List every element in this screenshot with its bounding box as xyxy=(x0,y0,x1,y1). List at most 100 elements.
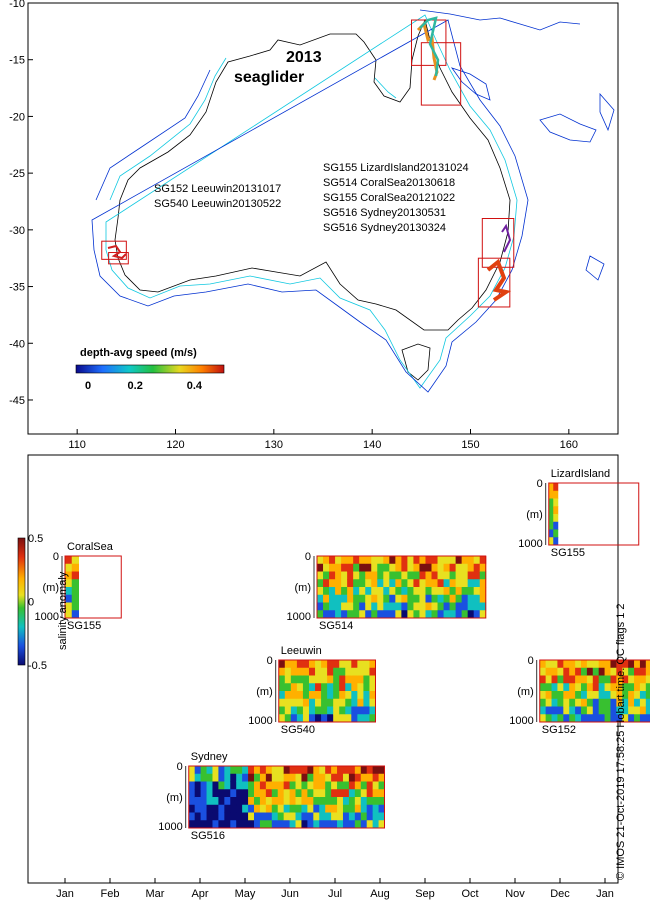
salinity-cell xyxy=(295,804,302,813)
salinity-cell xyxy=(248,781,255,790)
salinity-cell xyxy=(539,698,547,707)
salinity-cell xyxy=(315,660,322,669)
salinity-cell xyxy=(473,602,481,611)
salinity-cell xyxy=(335,571,342,580)
salinity-cell xyxy=(461,571,469,580)
salinity-cell xyxy=(242,797,249,806)
panel-glider-label: SG540 xyxy=(281,724,315,736)
salinity-cell xyxy=(360,781,368,790)
salinity-cell xyxy=(372,789,380,798)
salinity-cell xyxy=(265,797,273,806)
salinity-cell xyxy=(371,587,378,596)
salinity-cell xyxy=(319,804,326,813)
salinity-cell xyxy=(65,602,73,611)
salinity-cell xyxy=(354,766,362,775)
salinity-cell xyxy=(634,683,641,692)
salinity-cell xyxy=(604,667,611,676)
salinity-cell xyxy=(236,804,243,813)
salinity-cell xyxy=(610,667,617,676)
depth-tick-label: 1000 xyxy=(509,715,533,727)
salinity-cell xyxy=(592,675,600,684)
salinity-cell xyxy=(333,706,340,715)
salinity-cell xyxy=(383,610,390,619)
salinity-cell xyxy=(357,706,364,715)
salinity-cell xyxy=(419,587,426,596)
salinity-cell xyxy=(586,667,594,676)
salinity-cell xyxy=(557,667,564,676)
legend-east-entry: SG516 Sydney20130324 xyxy=(323,222,446,234)
salinity-cell xyxy=(479,587,487,596)
map-y-tick-label: -15 xyxy=(9,55,25,67)
month-tick-label: Oct xyxy=(461,888,478,900)
salinity-cell xyxy=(354,773,362,782)
salinity-cell xyxy=(242,766,249,775)
panel-glider-label: SG152 xyxy=(542,724,576,736)
salinity-cell xyxy=(218,773,225,782)
salinity-cell xyxy=(327,667,334,676)
salinity-cell xyxy=(628,667,635,676)
salinity-cell xyxy=(369,667,376,676)
salinity-cell xyxy=(278,714,286,723)
salinity-cell xyxy=(359,587,366,596)
salinity-cell xyxy=(437,602,445,611)
salinity-cell xyxy=(413,579,420,588)
salinity-cell xyxy=(271,789,279,798)
salinity-cell xyxy=(407,556,414,565)
salinity-cell xyxy=(365,594,372,603)
salinity-cell xyxy=(248,797,255,806)
glider-tracks xyxy=(107,16,512,302)
depth-tick-label: (m) xyxy=(166,792,183,804)
salinity-cell xyxy=(467,563,475,572)
salinity-cell xyxy=(271,820,279,829)
salinity-cell xyxy=(331,781,338,790)
salinity-cell xyxy=(365,587,372,596)
salinity-cell xyxy=(551,714,558,723)
shelf-200m xyxy=(105,14,518,389)
salinity-cell xyxy=(425,556,433,565)
salinity-cell xyxy=(289,781,297,790)
salinity-cell xyxy=(622,714,629,723)
salinity-cell xyxy=(71,556,79,565)
salinity-cell xyxy=(242,812,249,821)
salinity-cell xyxy=(395,556,402,565)
salinity-cell xyxy=(407,579,414,588)
salinity-cell xyxy=(333,698,340,707)
salinity-cell xyxy=(323,556,330,565)
salinity-cell xyxy=(348,804,356,813)
salinity-cell xyxy=(449,563,457,572)
salinity-panel-coralsea-sg155: 0 (m) 1000 CoralSea SG155 xyxy=(35,541,122,632)
salinity-cell xyxy=(616,683,623,692)
salinity-cell xyxy=(354,797,362,806)
salinity-cell xyxy=(248,766,255,775)
salinity-cell xyxy=(360,797,368,806)
salinity-cell xyxy=(218,804,225,813)
depth-tick-label: 0 xyxy=(528,655,534,667)
salinity-cell xyxy=(628,683,635,692)
salinity-cell xyxy=(419,594,426,603)
salinity-cell xyxy=(353,571,360,580)
salinity-cell xyxy=(467,602,475,611)
salinity-cell xyxy=(413,556,420,565)
salinity-cell xyxy=(327,714,334,723)
salinity-cell xyxy=(377,587,384,596)
salinity-cell xyxy=(351,698,358,707)
salinity-cell xyxy=(259,773,267,782)
salinity-cell xyxy=(342,789,350,798)
depth-tick-label: 1000 xyxy=(248,715,272,727)
track-coral-sea xyxy=(419,16,440,77)
salinity-cell xyxy=(389,579,396,588)
salinity-cell xyxy=(363,660,370,669)
salinity-cell xyxy=(341,587,348,596)
salinity-cell xyxy=(369,683,376,692)
salinity-cell xyxy=(289,766,297,775)
salinity-cell xyxy=(563,660,570,669)
salinity-cell xyxy=(339,698,346,707)
salinity-cell xyxy=(333,691,340,700)
salinity-cell xyxy=(354,820,362,829)
salinity-cell xyxy=(315,691,322,700)
month-tick-label: Nov xyxy=(505,888,525,900)
salinity-cell xyxy=(569,706,576,715)
salinity-cell xyxy=(365,556,372,565)
salinity-cell xyxy=(329,579,336,588)
salinity-cell xyxy=(200,773,208,782)
